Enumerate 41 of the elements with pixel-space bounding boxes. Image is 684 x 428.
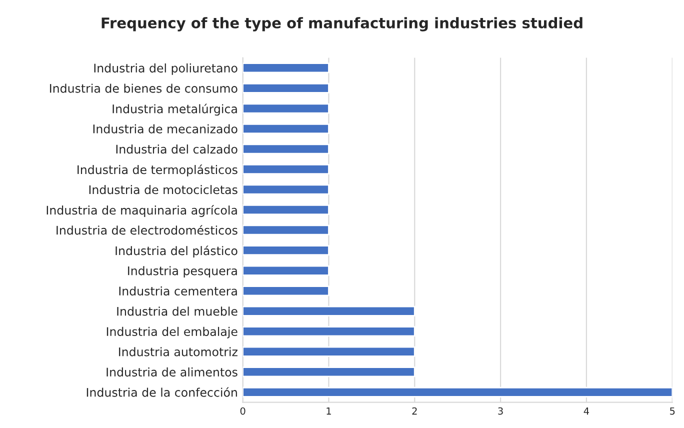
y-tick-label: Industria de termoplásticos xyxy=(78,164,238,176)
bar xyxy=(242,123,330,134)
y-tick-label: Industria de bienes de consumo xyxy=(50,84,238,93)
x-tick-label: 1 xyxy=(326,407,331,415)
bar xyxy=(242,306,416,316)
x-tick-label: 5 xyxy=(670,407,675,415)
y-tick-label: Industria de mecanizado xyxy=(93,124,238,134)
bar xyxy=(242,286,330,296)
x-tick-label: 2 xyxy=(412,407,417,415)
x-tick-label: 3 xyxy=(498,407,503,415)
bar xyxy=(242,366,416,378)
x-tick-label: 4 xyxy=(584,407,590,415)
x-tick-label: 0 xyxy=(240,407,246,415)
bar xyxy=(242,204,330,216)
y-tick-label: Industria de electrodomésticos xyxy=(56,225,238,235)
bar xyxy=(242,164,330,175)
bar xyxy=(242,82,330,94)
y-tick-label: Industria pesquera xyxy=(128,266,237,278)
bar xyxy=(242,144,330,154)
bar xyxy=(242,265,330,276)
bar xyxy=(242,326,416,337)
bar xyxy=(242,346,416,357)
y-tick-label: Industria automotriz xyxy=(119,347,238,356)
bar xyxy=(242,103,330,114)
chart-title: Frequency of the type of manufacturing industries studied xyxy=(102,17,582,32)
y-tick-label: Industria de maquinaria agrícola xyxy=(46,205,237,217)
bar xyxy=(242,245,330,256)
bar xyxy=(242,184,330,195)
y-tick-label: Industria cementera xyxy=(119,286,237,296)
y-tick-label: Industria del plástico xyxy=(116,246,238,258)
y-tick-label: Industria de alimentos xyxy=(106,367,238,377)
y-tick-label: Industria del poliuretano xyxy=(94,63,238,75)
y-tick-label: Industria del calzado xyxy=(116,144,238,154)
y-tick-label: Industria del embalaje xyxy=(106,326,238,338)
bar xyxy=(242,386,672,398)
y-tick-label: Industria de la confección xyxy=(86,387,237,397)
bar xyxy=(242,224,330,236)
bar xyxy=(242,62,330,74)
y-tick-label: Industria metalúrgica xyxy=(112,104,237,116)
y-tick-label: Industria de motocicletas xyxy=(89,185,238,194)
y-tick-label: Industria del mueble xyxy=(117,306,238,316)
